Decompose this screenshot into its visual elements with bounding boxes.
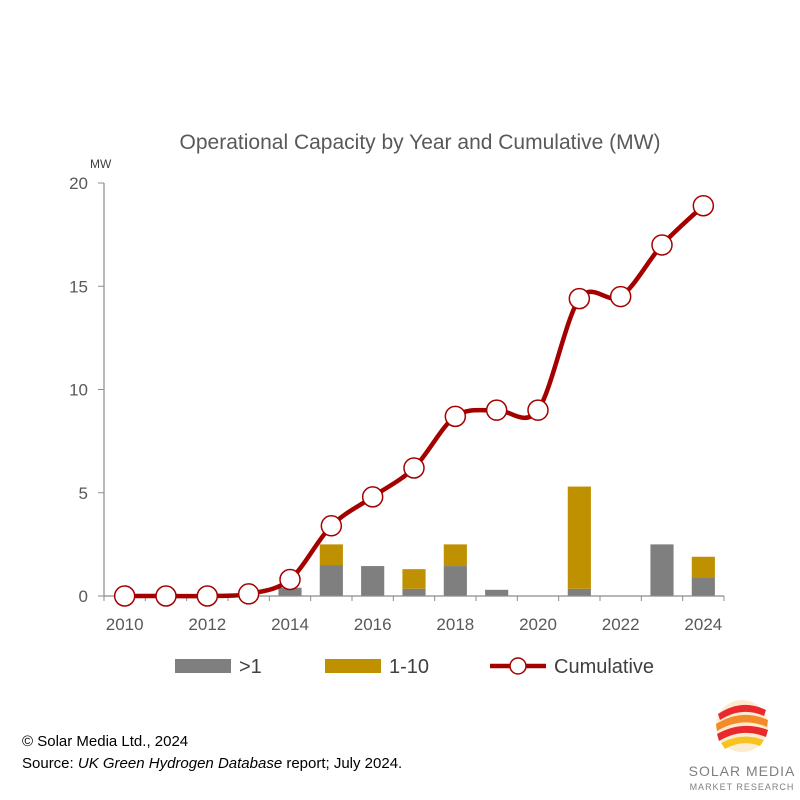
- cumulative-point: [403, 457, 425, 479]
- x-tick-label: 2022: [602, 615, 640, 634]
- source-text: Source: UK Green Hydrogen Database repor…: [22, 755, 402, 772]
- y-axis-unit: MW: [90, 157, 112, 171]
- y-tick-label: 20: [69, 174, 88, 193]
- bar: [402, 569, 426, 589]
- source-suffix: report; July 2024.: [282, 755, 403, 772]
- bar: [691, 556, 715, 578]
- cumulative-point: [361, 486, 384, 508]
- legend-swatch: [175, 659, 231, 673]
- bar: [567, 486, 591, 589]
- logo-sphere-icon: [716, 700, 768, 752]
- cumulative-point: [196, 585, 219, 607]
- bar: [361, 566, 385, 596]
- logo-line2: MARKET RESEARCH: [690, 782, 795, 792]
- chart-svg: Operational Capacity by Year and Cumulat…: [69, 131, 725, 678]
- cumulative-point: [237, 583, 260, 605]
- x-tick-label: 2012: [188, 615, 226, 634]
- x-tick-label: 2010: [106, 615, 144, 634]
- legend-marker: [509, 657, 527, 675]
- legend-label: Cumulative: [554, 656, 654, 678]
- cumulative-point: [485, 399, 508, 421]
- y-tick-label: 15: [69, 277, 88, 296]
- cumulative-point: [527, 399, 549, 421]
- cumulative-point: [279, 568, 301, 591]
- cumulative-point: [692, 194, 715, 217]
- source-prefix: Source:: [22, 755, 78, 772]
- copyright-text: © Solar Media Ltd., 2024: [22, 733, 189, 750]
- legend-swatch: [325, 659, 381, 673]
- chart-title: Operational Capacity by Year and Cumulat…: [180, 131, 661, 154]
- cumulative-point: [568, 287, 591, 310]
- cumulative-point: [113, 585, 136, 607]
- x-tick-label: 2016: [354, 615, 392, 634]
- cumulative-point: [320, 515, 343, 537]
- y-tick-label: 5: [79, 484, 88, 503]
- bar: [485, 589, 509, 596]
- bar: [319, 544, 343, 566]
- bar: [567, 588, 591, 596]
- cumulative-point: [651, 234, 673, 256]
- bar: [402, 588, 426, 596]
- bar: [650, 544, 674, 596]
- cumulative-point: [444, 405, 467, 428]
- bar: [443, 566, 467, 596]
- source-italic: UK Green Hydrogen Database: [77, 755, 283, 772]
- solar-media-logo: SOLAR MEDIA MARKET RESEARCH: [689, 700, 796, 792]
- cumulative-point: [609, 285, 632, 308]
- logo-line1: SOLAR MEDIA: [689, 763, 796, 779]
- x-tick-label: 2014: [271, 615, 309, 634]
- bar: [691, 577, 715, 596]
- x-tick-label: 2018: [436, 615, 474, 634]
- legend-label: 1-10: [389, 656, 429, 678]
- x-tick-label: 2020: [519, 615, 557, 634]
- legend-label: >1: [239, 656, 262, 678]
- bar: [278, 587, 302, 596]
- bar: [443, 544, 467, 567]
- y-tick-label: 0: [79, 587, 88, 606]
- cumulative-line: [124, 204, 705, 599]
- cumulative-point: [155, 585, 177, 607]
- y-tick-label: 10: [69, 381, 88, 400]
- bar: [319, 565, 343, 596]
- x-tick-label: 2024: [684, 615, 722, 634]
